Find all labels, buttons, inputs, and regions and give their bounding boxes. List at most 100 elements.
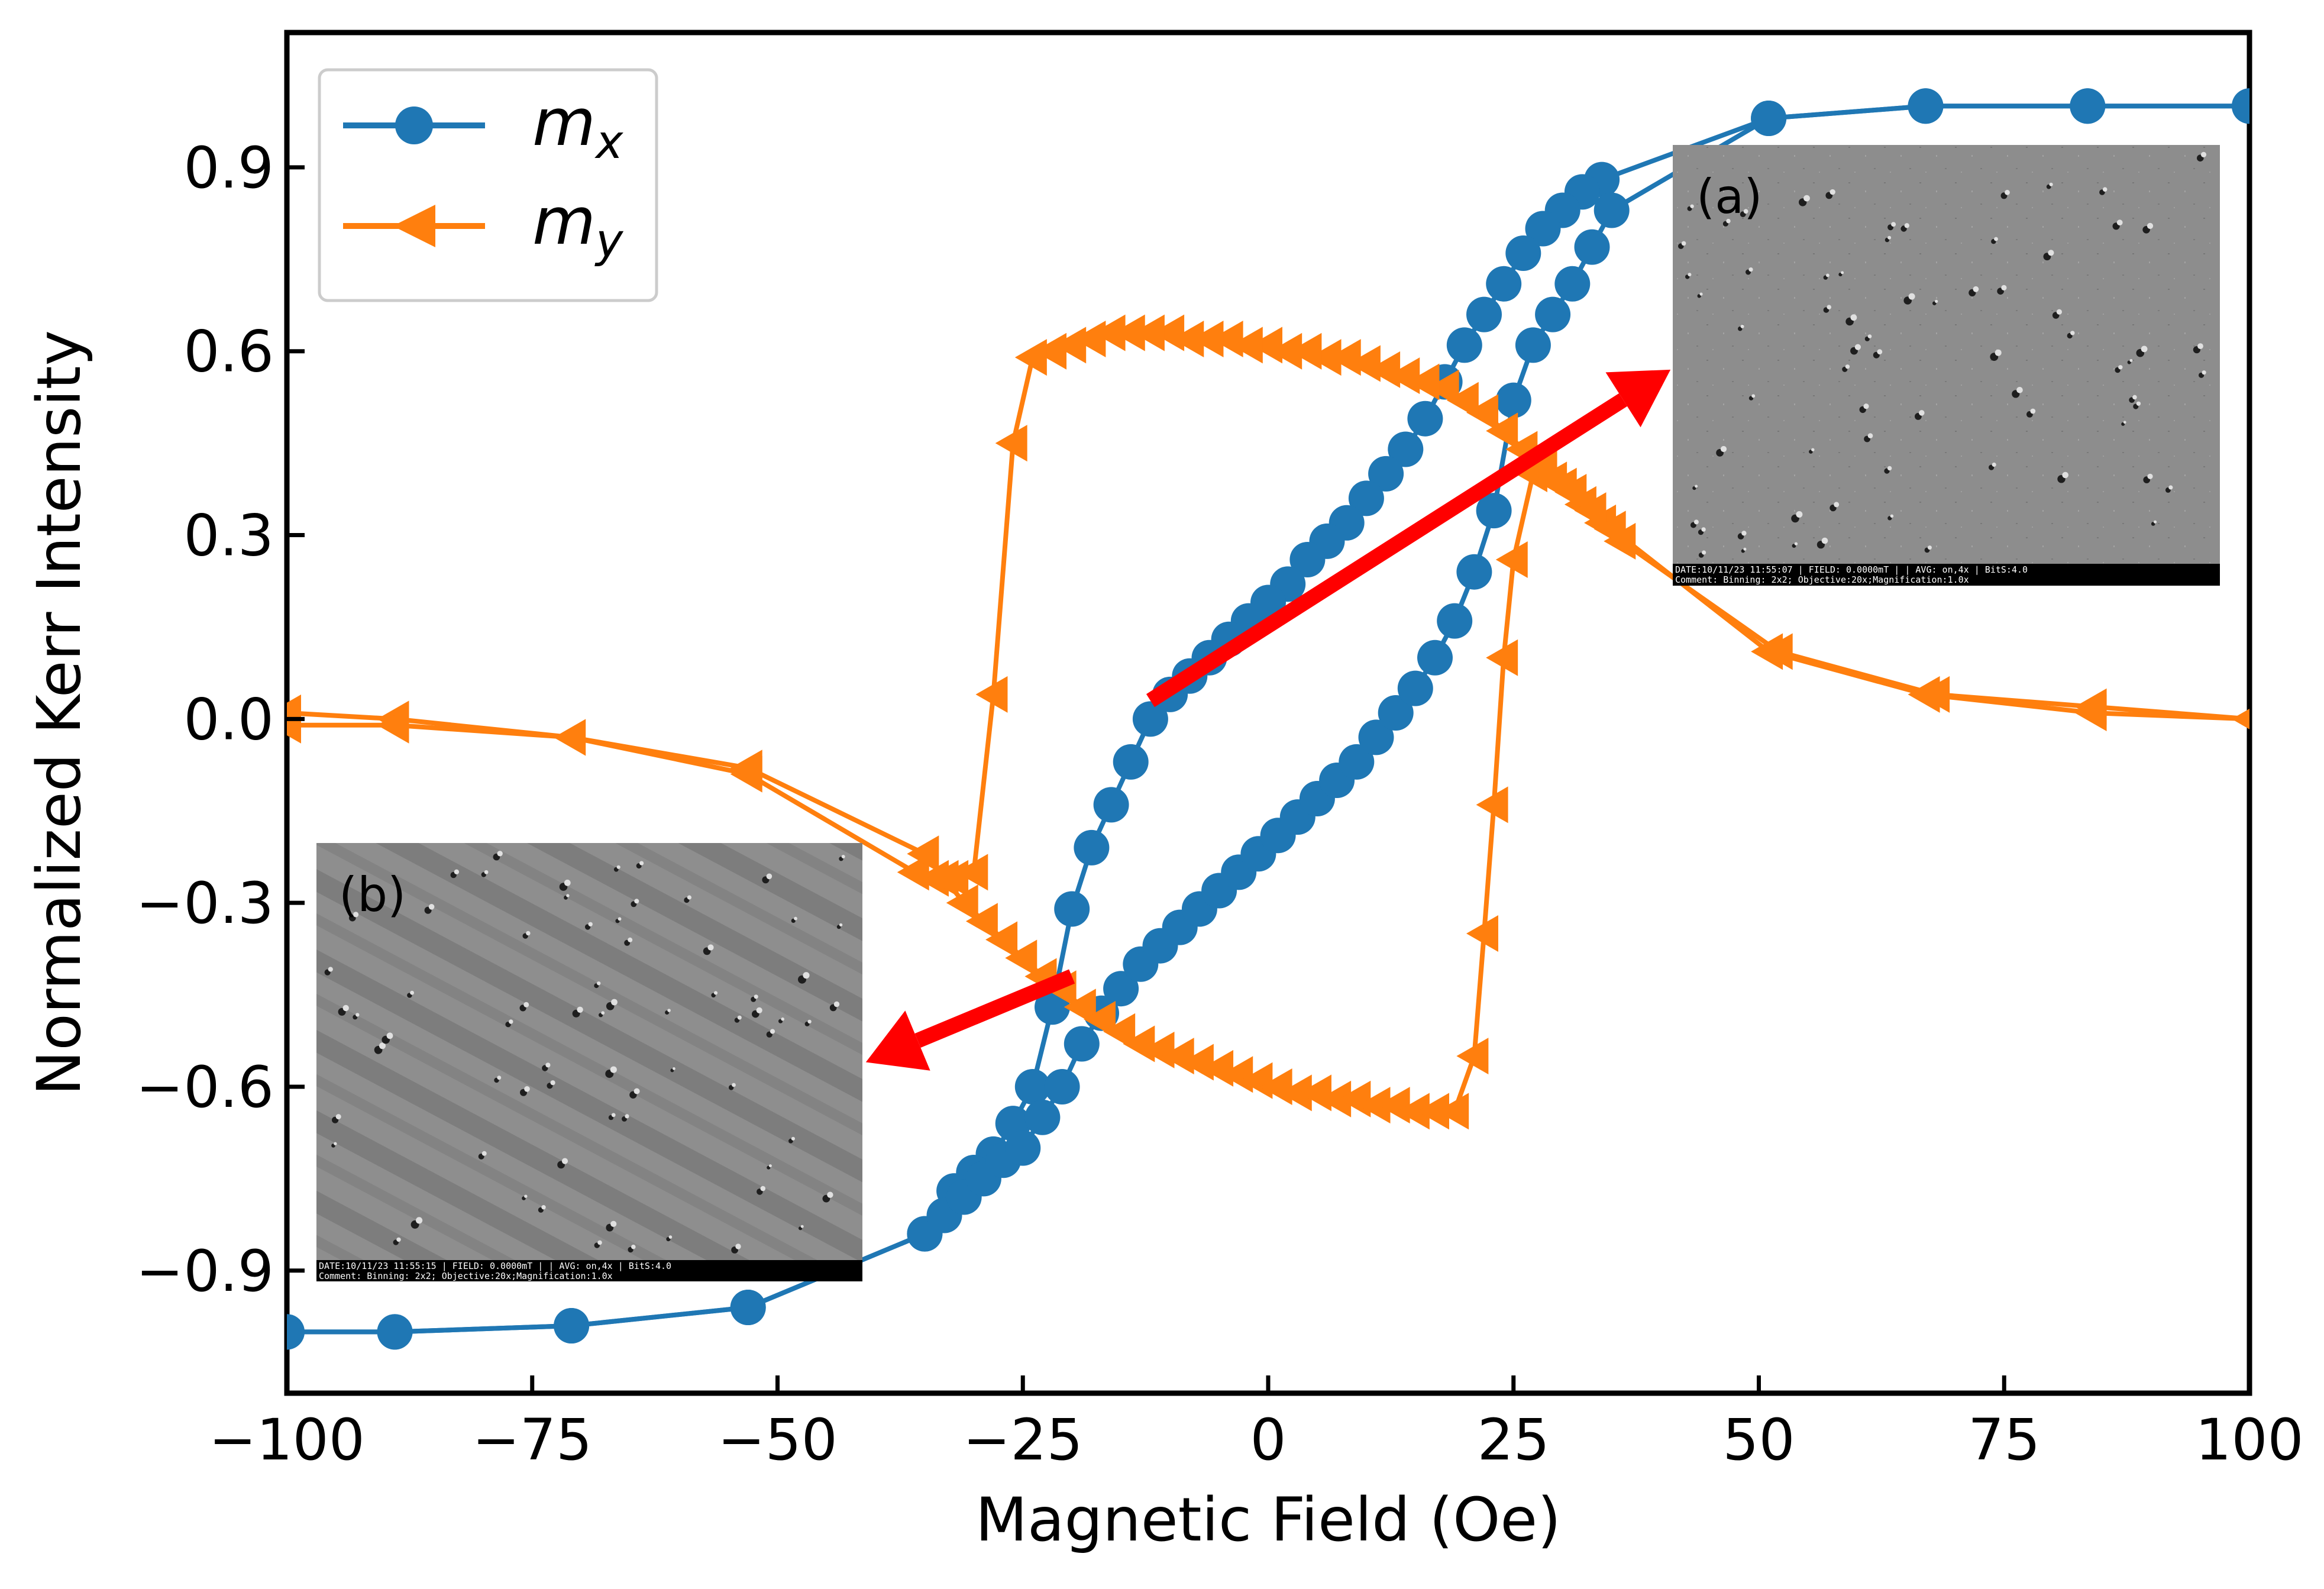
defect-dot-highlight [1908,293,1915,300]
defect-dot-highlight [2153,520,2157,524]
series-x-point [1456,554,1492,590]
defect-dot-highlight [633,1088,640,1094]
defect-dot-highlight [1826,273,1830,277]
arrow-a-shaft [1146,393,1628,708]
series-y-point [1230,327,1263,364]
series-x-point [1005,1130,1041,1166]
legend-mx-subscript: x [594,116,623,169]
series-y-point [1466,915,1498,952]
y-tick-label: −0.9 [136,1238,274,1304]
series-y-point [554,719,586,756]
series-y-point [2232,709,2249,729]
defect-dot-highlight [707,944,714,951]
series-y-point [1348,345,1381,382]
defect-dot-highlight [794,916,797,921]
series-x-point [1113,744,1149,780]
series-x-point [2232,88,2249,124]
series-y-point [1319,1080,1352,1118]
arrow-layer [865,369,1671,1071]
defect-dot-highlight [509,1019,513,1024]
x-axis-label: Magnetic Field (Oe) [975,1485,1561,1555]
series-y-point [1329,339,1361,376]
series-x-point [1554,266,1591,302]
series-x-point [1014,1069,1051,1104]
inset-a: DATE:10/11/23 11:55:07 | FIELD: 0.0000mT… [1673,145,2220,586]
series-x-point [1397,670,1433,706]
series-x-point [377,1314,413,1350]
inset-a-footer-line2: Comment: Binning: 2x2; Objective:20x;Mag… [1675,574,1969,585]
series-y-point [907,835,939,873]
inset-a-label: (a) [1696,169,1762,224]
series-y-point [1211,321,1243,358]
defect-dot-highlight [634,899,639,904]
defect-dot-highlight [1726,218,1731,224]
defect-dot-highlight [2116,219,2123,226]
series-y-point [1407,363,1440,401]
series-y-point [1476,786,1508,823]
series-y-point [2074,695,2107,731]
defect-dot-highlight [667,1009,671,1012]
x-tick-label: −100 [209,1407,365,1473]
series-x-point [730,1290,766,1325]
defect-dot-highlight [1845,364,1850,369]
defect-dot-highlight [334,1142,337,1145]
series-y-point [1074,321,1106,358]
tick-layer: −100 −75 −50 −25 0 25 50 75 100 −0.9 −0.6 −0.3 0.0 0.… [136,135,2304,1473]
x-tick-label: 25 [1478,1407,1550,1473]
series-y-point [1162,1038,1194,1075]
series-y-point [287,706,301,744]
series-x-point [1446,327,1482,363]
series-x-point [1388,431,1424,467]
series-y-point [1486,639,1518,676]
series-y-point [1083,1001,1116,1038]
series-y-point [1093,314,1126,351]
defect-dot-highlight [481,1151,487,1156]
y-tick-label: −0.3 [136,870,274,936]
defect-dot-highlight [1690,204,1694,208]
defect-dot-highlight [410,990,414,995]
series-x-point [287,1314,305,1350]
defect-dot-highlight [1811,448,1815,451]
series-y-point [926,860,959,897]
series-y-point [995,425,1027,462]
defect-dot-highlight [1890,514,1894,518]
series-y-point [1035,332,1067,370]
series-y-point [956,854,988,891]
defect-dot-highlight [760,1186,766,1191]
defect-dot-highlight [2001,285,2007,290]
defect-dot-highlight [1695,485,1698,488]
defect-dot-highlight [1702,550,1706,555]
series-y-point [1397,1093,1430,1130]
defect-dot-highlight [687,895,691,900]
inset-b-footer-line2: Comment: Binning: 2x2; Objective:20x;Mag… [319,1271,613,1281]
series-x-point [1368,456,1404,492]
series-y-point [1309,339,1342,376]
series-y-point [1593,511,1626,548]
inset-a-footer-line1: DATE:10/11/23 11:55:07 | FIELD: 0.0000mT… [1675,564,2028,575]
x-tick-label: −75 [472,1407,592,1473]
x-tick-label: 75 [1968,1407,2040,1473]
defect-dot-highlight [1688,273,1692,277]
defect-dot-highlight [386,1032,393,1039]
series-y-point [1358,1087,1391,1124]
defect-dot-highlight [561,1158,568,1164]
legend: mx my [318,68,658,302]
series-y-point [1751,633,1783,670]
inset-a-image [1673,145,2220,564]
defect-dot-highlight [1681,241,1686,246]
series-x-point [1486,266,1522,302]
series-y-point [1132,314,1165,351]
defect-dot-highlight [2123,421,2126,424]
defect-dot-highlight [454,869,460,875]
defect-dot-highlight [1867,334,1872,338]
series-x-point [1751,101,1787,136]
defect-dot-highlight [1748,267,1753,272]
defect-dot-highlight [1887,466,1892,471]
series-y-point [1250,327,1282,364]
series-x-point [1339,744,1375,780]
defect-dot-highlight [2168,485,2173,490]
defect-dot-highlight [827,1191,833,1198]
series-y-point [1437,1093,1469,1130]
y-tick-label: 0.6 [183,319,274,385]
defect-dot-highlight [1743,547,1747,551]
